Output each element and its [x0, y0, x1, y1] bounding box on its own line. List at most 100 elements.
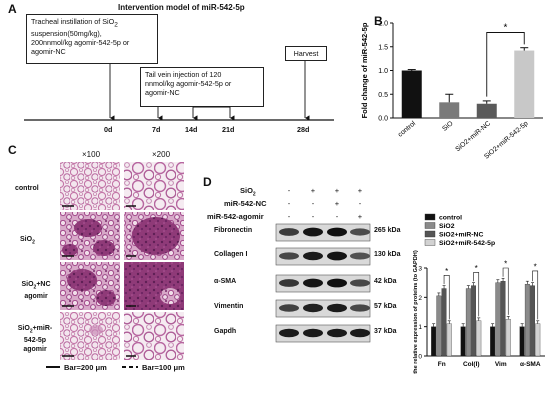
nodule-4	[132, 217, 180, 255]
d-bar	[460, 326, 466, 357]
blot-band	[279, 279, 299, 287]
box2-line3: agomir-NC	[145, 88, 180, 97]
condition-sio2-text: SiO	[240, 186, 253, 195]
box1-line2: suspension(50mg/kg),	[31, 29, 102, 39]
blot-strip	[275, 274, 371, 293]
b-bar	[401, 70, 422, 118]
alveoli-patch	[160, 288, 180, 304]
row2-sub: 2	[32, 239, 35, 246]
row2-sio: SiO	[20, 236, 33, 243]
condition-sign: +	[334, 199, 340, 208]
harvest-box: Harvest	[285, 46, 327, 61]
d-legend-swatch	[424, 239, 436, 246]
d-bar	[471, 285, 476, 357]
tracheal-instillation-box: Tracheal instillation of SiO2 suspension…	[26, 14, 158, 64]
b-y-tick-label: 2.0	[378, 21, 388, 28]
blot-protein-label: Vimentin	[214, 303, 244, 310]
condition-mir542-nc: miR-542-NC	[224, 199, 267, 208]
blot-band	[350, 304, 370, 312]
d-bar	[441, 288, 447, 357]
d-y-axis-label: the relative expression of proteins (to …	[413, 250, 419, 374]
histology-mir542-agomir-200x	[124, 312, 184, 360]
b-bar	[514, 50, 535, 118]
panel-a-letter: A	[8, 2, 17, 16]
tail-vein-injection-box: Tail vein injection of 120 nnmol/kg agom…	[140, 67, 264, 107]
b-y-axis-label: Fold change of miR-542-5p	[360, 22, 369, 118]
box1-line3: 200nnmol/kg agomir-542-5p or	[31, 38, 130, 48]
b-y-tick-label: 0.5	[378, 92, 388, 99]
blot-band	[303, 303, 323, 313]
row3-nc: +NC	[36, 281, 51, 288]
condition-sign: +	[357, 186, 363, 195]
row-label-sio2-nc-agomir: SiO2+NC agomir	[16, 280, 56, 301]
box2-line2: nnmol/kg agomir-542-5p or	[145, 79, 232, 88]
panel-b-bar-chart: 0.0 0.5 1.0 1.5 2.0 Fold change of miR-542-5p…	[360, 21, 543, 161]
panel-d-letter: D	[203, 175, 212, 189]
blot-band	[303, 251, 323, 261]
row-label-sio2-mir542-agomir: SiO2+miR- 542-5p agomir	[14, 324, 56, 354]
d-significance-star: *	[504, 260, 507, 269]
blot-band	[279, 328, 299, 338]
blot-kda-label: 57 kDa	[374, 303, 397, 310]
blot-band	[327, 227, 347, 237]
condition-sign: -	[287, 212, 291, 221]
scale-legend-200um: Bar=200 μm	[64, 363, 107, 372]
condition-sign: -	[335, 212, 339, 221]
blot-protein-label: α-SMA	[214, 278, 237, 285]
timepoint-28d: 28d	[297, 125, 310, 134]
histology-control-100x	[60, 162, 120, 210]
blot-strip	[275, 223, 371, 242]
b-bar	[439, 102, 460, 118]
d-bar	[505, 319, 511, 357]
b-significance-bracket	[486, 32, 525, 97]
box1-subscript: 2	[114, 21, 118, 29]
blot-strip	[275, 324, 371, 343]
blot-protein-label: Collagen I	[214, 251, 248, 258]
blot-protein-label: Gapdh	[214, 328, 237, 335]
nodule-2	[93, 240, 115, 256]
row-label-sio2: SiO2	[20, 235, 35, 247]
row4-sio: SiO	[17, 325, 30, 332]
condition-sign: +	[357, 212, 363, 221]
d-bar	[495, 282, 501, 357]
scale-legend-100um: Bar=100 μm	[142, 363, 185, 372]
d-bar	[476, 320, 482, 357]
d-bar	[436, 295, 442, 357]
condition-sign: -	[311, 212, 315, 221]
row3-sio: SiO	[21, 281, 34, 288]
blot-band	[279, 228, 299, 236]
d-significance-bracket	[473, 272, 480, 317]
blot-band	[303, 227, 323, 237]
blot-band	[350, 328, 370, 338]
box1-line4: agomir-NC	[31, 47, 66, 57]
d-y-tick-label: 1	[418, 324, 422, 331]
condition-sio2: SiO2	[240, 186, 256, 198]
d-bar	[519, 326, 525, 357]
panel-a-title: Intervention model of miR-542-5p	[118, 3, 245, 12]
nodule-5	[67, 269, 97, 291]
b-y-tick-label: 1.5	[378, 44, 388, 51]
condition-sign: +	[334, 186, 340, 195]
nodule-1	[74, 219, 102, 237]
condition-sign: -	[287, 199, 291, 208]
timepoint-14d: 14d	[185, 125, 198, 134]
row4-mir: +miR-	[32, 325, 53, 332]
d-y-tick-label: 2	[418, 295, 422, 302]
d-legend-swatch	[424, 230, 436, 238]
mag-100x-label: ×100	[82, 150, 101, 159]
blot-band	[303, 278, 323, 288]
blot-band	[327, 278, 347, 288]
blot-kda-label: 265 kDa	[374, 227, 401, 234]
row4-542: 542-5p	[23, 337, 47, 345]
blot-strip	[275, 299, 371, 318]
d-significance-bracket	[443, 275, 450, 320]
d-significance-bracket	[502, 267, 509, 315]
d-bar	[446, 323, 452, 357]
b-bar	[476, 103, 497, 118]
d-bar	[465, 288, 471, 357]
d-legend-label: SiO2	[439, 223, 455, 230]
mag-200x-label: ×200	[152, 150, 171, 159]
